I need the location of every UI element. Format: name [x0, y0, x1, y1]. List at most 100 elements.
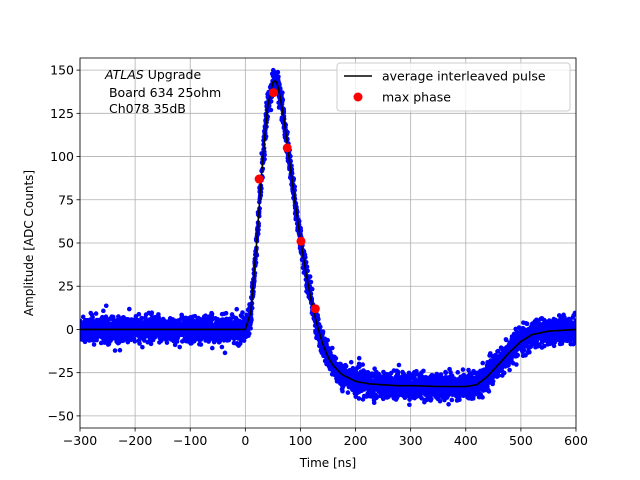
legend-marker-swatch [353, 92, 363, 102]
scatter-point [527, 349, 532, 355]
y-axis-label: Amplitude [ADC Counts] [22, 170, 36, 316]
scatter-point [573, 323, 576, 329]
grid [79, 58, 577, 428]
y-tick-label: 75 [58, 192, 74, 207]
scatter-point [495, 348, 501, 354]
scatter-point [90, 315, 95, 320]
scatter-point [542, 343, 547, 349]
annotation-experiment-suffix: Upgrade [144, 67, 202, 82]
scatter-point [407, 402, 412, 408]
scatter-point [396, 362, 402, 368]
x-tick-label: 600 [564, 433, 588, 448]
scatter-point [307, 274, 313, 279]
y-tick-label: 100 [50, 149, 74, 164]
scatter-point [521, 347, 527, 353]
scatter-point [280, 90, 285, 95]
scatter-point [515, 352, 521, 358]
annotation: ATLAS Upgrade Board 634 25ohm Ch078 35dB [104, 67, 221, 116]
scatter-point [248, 326, 253, 331]
scatter-point [446, 401, 451, 407]
scatter-point [572, 337, 576, 343]
y-tick-label: 0 [66, 322, 74, 337]
scatter-point [91, 342, 97, 347]
scatter-point [503, 337, 509, 343]
scatter-point [125, 339, 131, 345]
scatter-point [551, 343, 557, 349]
scatter-point [231, 336, 237, 342]
legend-label-max-phase: max phase [382, 90, 451, 105]
scatter-point [348, 359, 354, 365]
legend-label-average: average interleaved pulse [382, 69, 546, 84]
legend: average interleaved pulse max phase [336, 62, 571, 112]
scatter-point [428, 396, 434, 402]
scatter-point [455, 370, 461, 375]
scatter-point [219, 344, 225, 350]
scatter-point [249, 317, 254, 323]
scatter-point [559, 341, 565, 346]
scatter-point [496, 373, 501, 378]
scatter-point [223, 310, 229, 316]
scatter-point [103, 303, 109, 309]
axes-ticks: −300 −200 −100 0 100 200 300 400 500 600−50−25025… [48, 63, 588, 448]
max-phase-marker [310, 304, 320, 314]
scatter-point [485, 384, 490, 389]
scatter-point [234, 306, 240, 312]
y-tick-label: 125 [50, 106, 74, 121]
scatter-point [573, 331, 576, 337]
scatter-point [572, 310, 576, 316]
max-phase-marker [254, 174, 264, 184]
scatter-point [360, 362, 366, 367]
scatter-point [407, 397, 412, 402]
scatter-point [103, 314, 109, 320]
scatter-point [241, 338, 247, 343]
scatter-point [437, 398, 443, 404]
annotation-experiment: ATLAS [104, 67, 144, 82]
scatter-point [276, 74, 281, 79]
scatter-point [507, 367, 512, 373]
x-tick-label: 300 [399, 433, 423, 448]
scatter-point [308, 279, 314, 285]
scatter-point [140, 344, 145, 350]
annotation-board: Board 634 25ohm [105, 85, 221, 100]
scatter-point [514, 362, 519, 367]
scatter-point [333, 356, 339, 361]
scatter-point [573, 318, 576, 323]
scatter-point [343, 363, 349, 369]
x-tick-label: 100 [289, 433, 313, 448]
scatter-point [177, 344, 182, 350]
scatter-point [174, 339, 180, 344]
scatter-point [345, 390, 351, 395]
scatter-point [448, 369, 453, 375]
x-tick-label: −100 [173, 433, 207, 448]
scatter-point [132, 339, 138, 344]
scatter-point [148, 341, 154, 347]
x-tick-label: 0 [241, 433, 249, 448]
scatter-point [330, 345, 335, 351]
legend-frame [336, 62, 571, 112]
x-tick-label: 500 [509, 433, 533, 448]
scatter-point [280, 97, 286, 103]
scatter-point [198, 342, 204, 347]
x-tick-label: −300 [63, 433, 97, 448]
scatter-point [172, 342, 178, 348]
scatter-point [480, 395, 485, 400]
scatter-point [490, 379, 496, 384]
scatter-point [318, 324, 323, 330]
max-phase-marker [268, 88, 278, 98]
scatter-point [139, 315, 144, 321]
scatter-point [268, 99, 274, 104]
scatter-point [320, 329, 326, 335]
scatter-point [443, 370, 449, 376]
plot-area [80, 67, 576, 408]
y-tick-label: 150 [50, 63, 74, 78]
y-tick-label: −50 [48, 408, 74, 423]
scatter-point [325, 337, 330, 343]
x-tick-label: 200 [344, 433, 368, 448]
scatter-point [136, 311, 142, 317]
max-phase-marker [282, 143, 292, 153]
x-axis-label: Time [ns] [299, 456, 356, 470]
scatter-point [209, 345, 215, 351]
y-tick-label: −25 [48, 365, 74, 380]
scatter-point [486, 389, 492, 394]
